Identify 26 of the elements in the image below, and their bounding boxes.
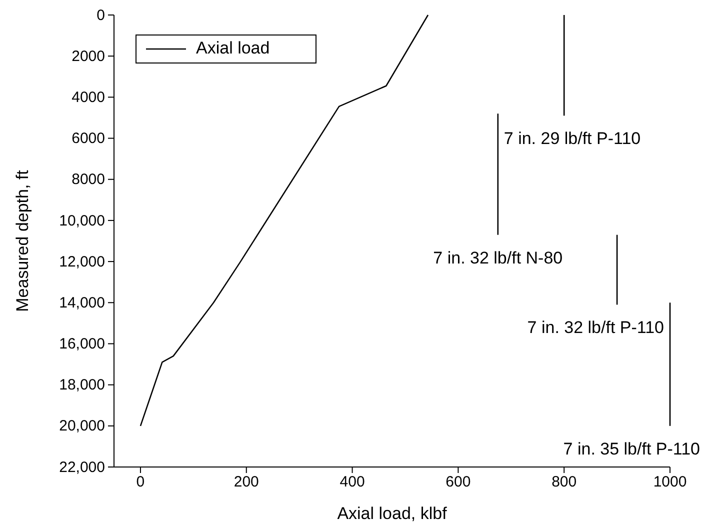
y-tick-label: 16,000 [59,336,105,353]
y-tick-label: 8000 [72,171,105,188]
x-axis-title: Axial load, klbf [337,504,448,523]
x-tick-label: 600 [446,474,471,491]
annotation: 7 in. 29 lb/ft P-110 [504,129,641,148]
x-tick-label: 200 [234,474,259,491]
x-tick-label: 0 [136,474,145,491]
annotation: 7 in. 35 lb/ft P-110 [563,439,700,458]
legend-label: Axial load [196,38,270,58]
y-tick-label: 14,000 [59,294,105,312]
x-tick-label: 800 [552,474,577,491]
y-tick-label: 20,000 [59,418,105,435]
y-tick-label: 22,000 [59,458,105,476]
y-tick-label: 6000 [72,130,105,148]
y-tick-label: 2000 [72,48,105,65]
y-tick-label: 18,000 [59,376,105,394]
y-axis-title: Measured depth, ft [13,170,32,312]
x-tick-label: 400 [340,474,365,491]
annotation: 7 in. 32 lb/ft P-110 [527,318,664,338]
y-tick-label: 10,000 [59,212,105,230]
y-tick-label: 4000 [72,88,105,106]
annotation: 7 in. 32 lb/ft N-80 [433,248,563,268]
x-tick-label: 1000 [653,474,687,491]
y-tick-label: 0 [96,6,105,24]
y-tick-label: 12,000 [59,253,105,270]
line-series [140,14,429,427]
